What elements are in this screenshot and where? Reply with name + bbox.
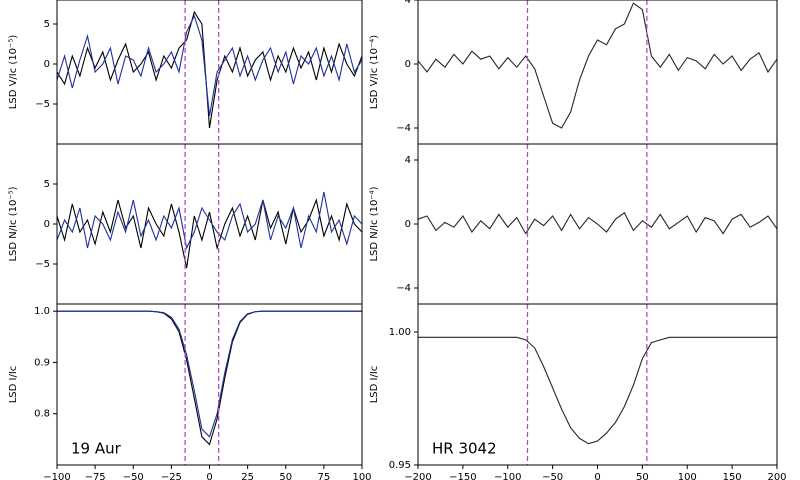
y-tick-label: 0 [44,59,50,70]
y-tick-label: −4 [396,283,411,294]
y-tick-label: 4 [405,155,411,166]
y-tick-label: 0.8 [34,409,50,420]
annotation: HR 3042 [432,440,497,458]
y-tick-label: 0 [405,59,411,70]
data-line [57,310,362,438]
x-tick-label: −100 [494,472,521,480]
axes-frame [417,0,778,145]
y-tick-label: 5 [44,19,50,30]
y-tick-label: −5 [35,259,50,270]
y-axis-label: LSD V/Ic (10⁻⁵) [8,35,19,110]
x-tick-label: 75 [318,472,331,480]
x-tick-label: −25 [161,472,182,480]
data-line [57,310,362,446]
data-line [57,10,362,129]
data-line [57,191,362,250]
y-axis-label: LSD N/Ic (10⁻⁴) [369,186,380,261]
y-tick-label: 1.00 [389,327,411,338]
y-tick-label: 5 [44,179,50,190]
x-tick-label: −200 [404,472,431,480]
x-tick-label: 100 [678,472,697,480]
data-line [418,336,777,445]
y-axis-label: LSD N/Ic (10⁻⁵) [8,186,19,261]
x-tick-label: −100 [43,472,70,480]
x-tick-label: −50 [542,472,563,480]
x-tick-label: 0 [206,472,212,480]
data-line [418,2,777,129]
x-tick-label: 150 [723,472,742,480]
y-tick-label: −4 [396,123,411,134]
x-tick-label: −150 [449,472,476,480]
x-tick-label: 100 [352,472,371,480]
data-line [57,14,362,117]
data-line [57,198,362,269]
x-tick-label: 0 [594,472,600,480]
y-tick-label: 4 [405,0,411,6]
data-line [418,211,777,235]
y-tick-label: 0 [405,219,411,230]
y-tick-label: −5 [35,99,50,110]
x-tick-label: 50 [636,472,649,480]
y-tick-label: 0 [44,219,50,230]
y-axis-label: LSD I/Ic [369,366,380,404]
y-tick-label: 0.9 [34,357,50,368]
x-tick-label: 25 [241,472,254,480]
x-tick-label: −50 [123,472,144,480]
y-tick-label: 1.0 [34,306,50,317]
x-tick-label: 50 [279,472,292,480]
y-axis-label: LSD I/Ic [8,366,19,404]
annotation: 19 Aur [71,440,122,458]
x-tick-label: 200 [767,472,786,480]
y-axis-label: LSD V/Ic (10⁻⁴) [369,35,380,110]
x-tick-label: −75 [85,472,106,480]
y-tick-label: 0.95 [389,460,411,471]
